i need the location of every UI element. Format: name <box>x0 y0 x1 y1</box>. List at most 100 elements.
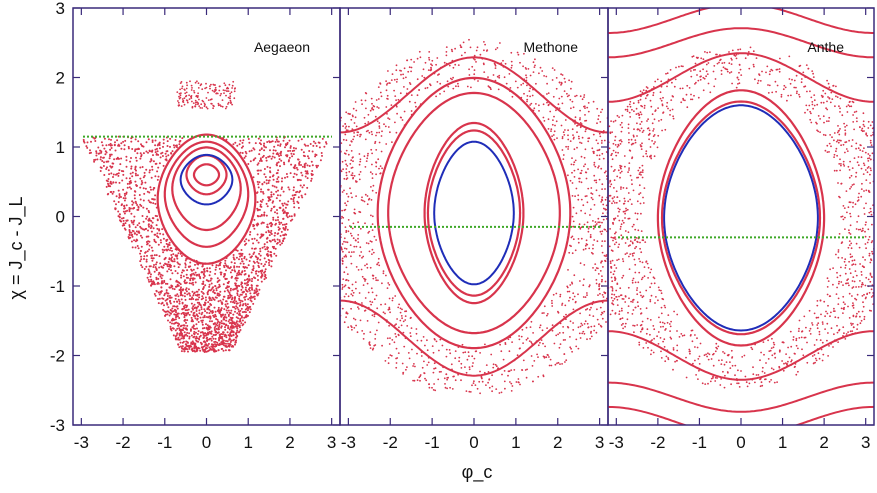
data-point <box>177 295 180 298</box>
data-point <box>603 310 606 313</box>
data-point <box>130 234 133 237</box>
data-point <box>486 49 489 51</box>
data-point <box>258 252 261 255</box>
data-point <box>216 322 219 324</box>
data-point <box>598 285 600 288</box>
data-point <box>683 334 686 337</box>
data-point <box>150 278 153 281</box>
data-point <box>261 182 264 185</box>
data-point <box>526 98 529 101</box>
data-point <box>250 271 253 274</box>
data-point <box>588 226 591 228</box>
data-point <box>215 266 218 269</box>
data-point <box>259 254 262 257</box>
data-point <box>583 323 586 325</box>
data-point <box>202 292 205 295</box>
data-point <box>155 263 157 266</box>
data-point <box>304 193 307 196</box>
data-point <box>125 219 128 222</box>
data-point <box>205 333 208 336</box>
data-point <box>355 266 358 268</box>
data-point <box>207 91 209 94</box>
data-point <box>272 247 275 250</box>
data-point <box>222 339 225 342</box>
data-point <box>570 107 572 110</box>
data-point <box>162 142 165 145</box>
data-point <box>810 121 813 124</box>
data-point <box>170 269 173 272</box>
data-point <box>134 165 137 168</box>
data-point <box>586 201 589 204</box>
data-point <box>148 248 151 251</box>
data-point <box>185 327 188 330</box>
data-point <box>348 251 350 254</box>
data-point <box>351 172 354 175</box>
data-point <box>369 240 372 243</box>
data-point <box>427 361 430 364</box>
data-point <box>343 271 346 274</box>
data-point <box>364 99 367 102</box>
data-point <box>240 316 243 319</box>
data-point <box>624 301 627 303</box>
data-point <box>591 198 594 201</box>
data-point <box>133 239 136 242</box>
data-point <box>411 348 413 351</box>
data-point <box>580 181 583 184</box>
data-point <box>214 310 217 313</box>
data-point <box>572 298 574 301</box>
data-point <box>373 298 376 301</box>
data-point <box>496 75 499 78</box>
data-point <box>569 336 571 338</box>
data-point <box>186 84 189 87</box>
data-point <box>275 138 278 141</box>
data-point <box>315 145 318 147</box>
data-point <box>169 294 171 297</box>
data-point <box>359 319 362 322</box>
data-point <box>208 267 211 270</box>
data-point <box>370 97 373 100</box>
data-point <box>357 269 360 271</box>
data-point <box>160 277 163 280</box>
data-point <box>250 256 252 259</box>
data-point <box>850 247 853 250</box>
data-point <box>301 174 304 177</box>
data-point <box>410 113 413 116</box>
data-point <box>134 148 137 151</box>
data-point <box>203 351 206 353</box>
data-point <box>238 258 240 261</box>
data-point <box>257 241 260 244</box>
data-point <box>233 323 236 325</box>
data-point <box>173 322 175 325</box>
data-point <box>652 128 655 130</box>
data-point <box>571 281 573 284</box>
data-point <box>360 133 362 136</box>
data-point <box>210 282 213 285</box>
data-point <box>627 305 630 307</box>
data-point <box>516 86 519 89</box>
data-point <box>378 125 381 128</box>
data-point <box>234 282 237 285</box>
data-point <box>786 363 789 365</box>
data-point <box>202 276 205 279</box>
data-point <box>298 163 301 166</box>
data-point <box>624 210 626 213</box>
data-point <box>217 308 220 311</box>
data-point <box>342 125 344 127</box>
data-point <box>243 255 246 258</box>
data-point <box>464 351 467 354</box>
data-point <box>565 145 567 148</box>
data-point <box>395 69 398 72</box>
data-point <box>225 300 227 303</box>
data-point <box>365 242 368 244</box>
data-point <box>353 175 356 177</box>
data-point <box>610 286 612 288</box>
data-point <box>538 326 541 329</box>
data-point <box>582 296 585 298</box>
data-point <box>169 302 172 305</box>
data-point <box>551 123 554 126</box>
data-point <box>813 99 816 102</box>
data-point <box>624 295 627 297</box>
data-point <box>586 338 588 341</box>
data-point <box>208 283 211 286</box>
data-point <box>228 292 231 294</box>
